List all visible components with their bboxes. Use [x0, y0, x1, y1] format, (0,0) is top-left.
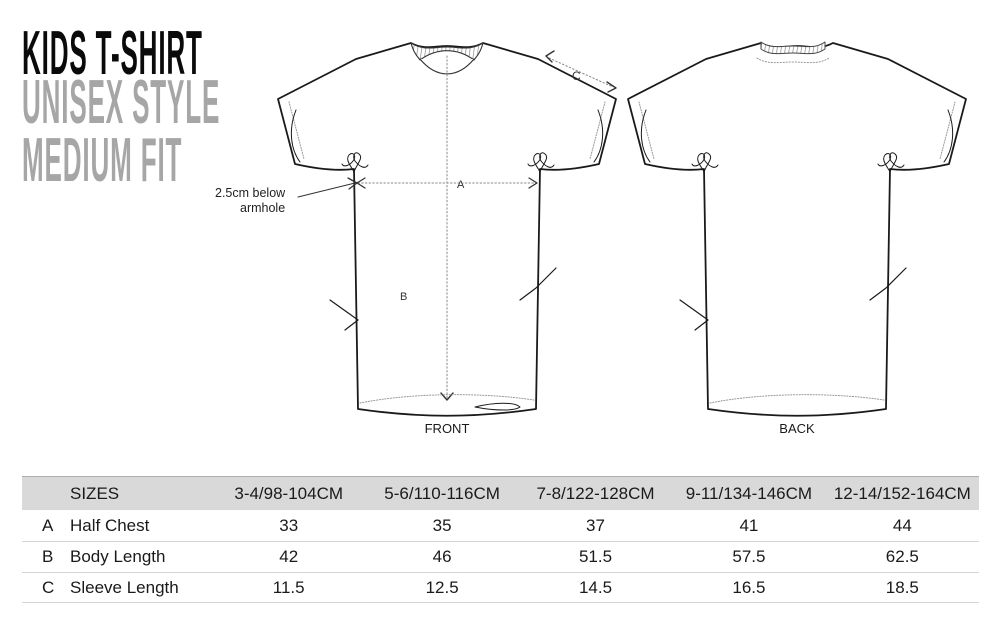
svg-text:armhole: armhole [240, 201, 285, 215]
svg-text:B: B [400, 291, 407, 303]
svg-text:FRONT: FRONT [425, 421, 470, 436]
svg-text:BACK: BACK [779, 421, 815, 436]
svg-text:2.5cm below: 2.5cm below [215, 186, 286, 200]
svg-text:A: A [457, 179, 465, 191]
svg-text:C: C [572, 69, 581, 83]
